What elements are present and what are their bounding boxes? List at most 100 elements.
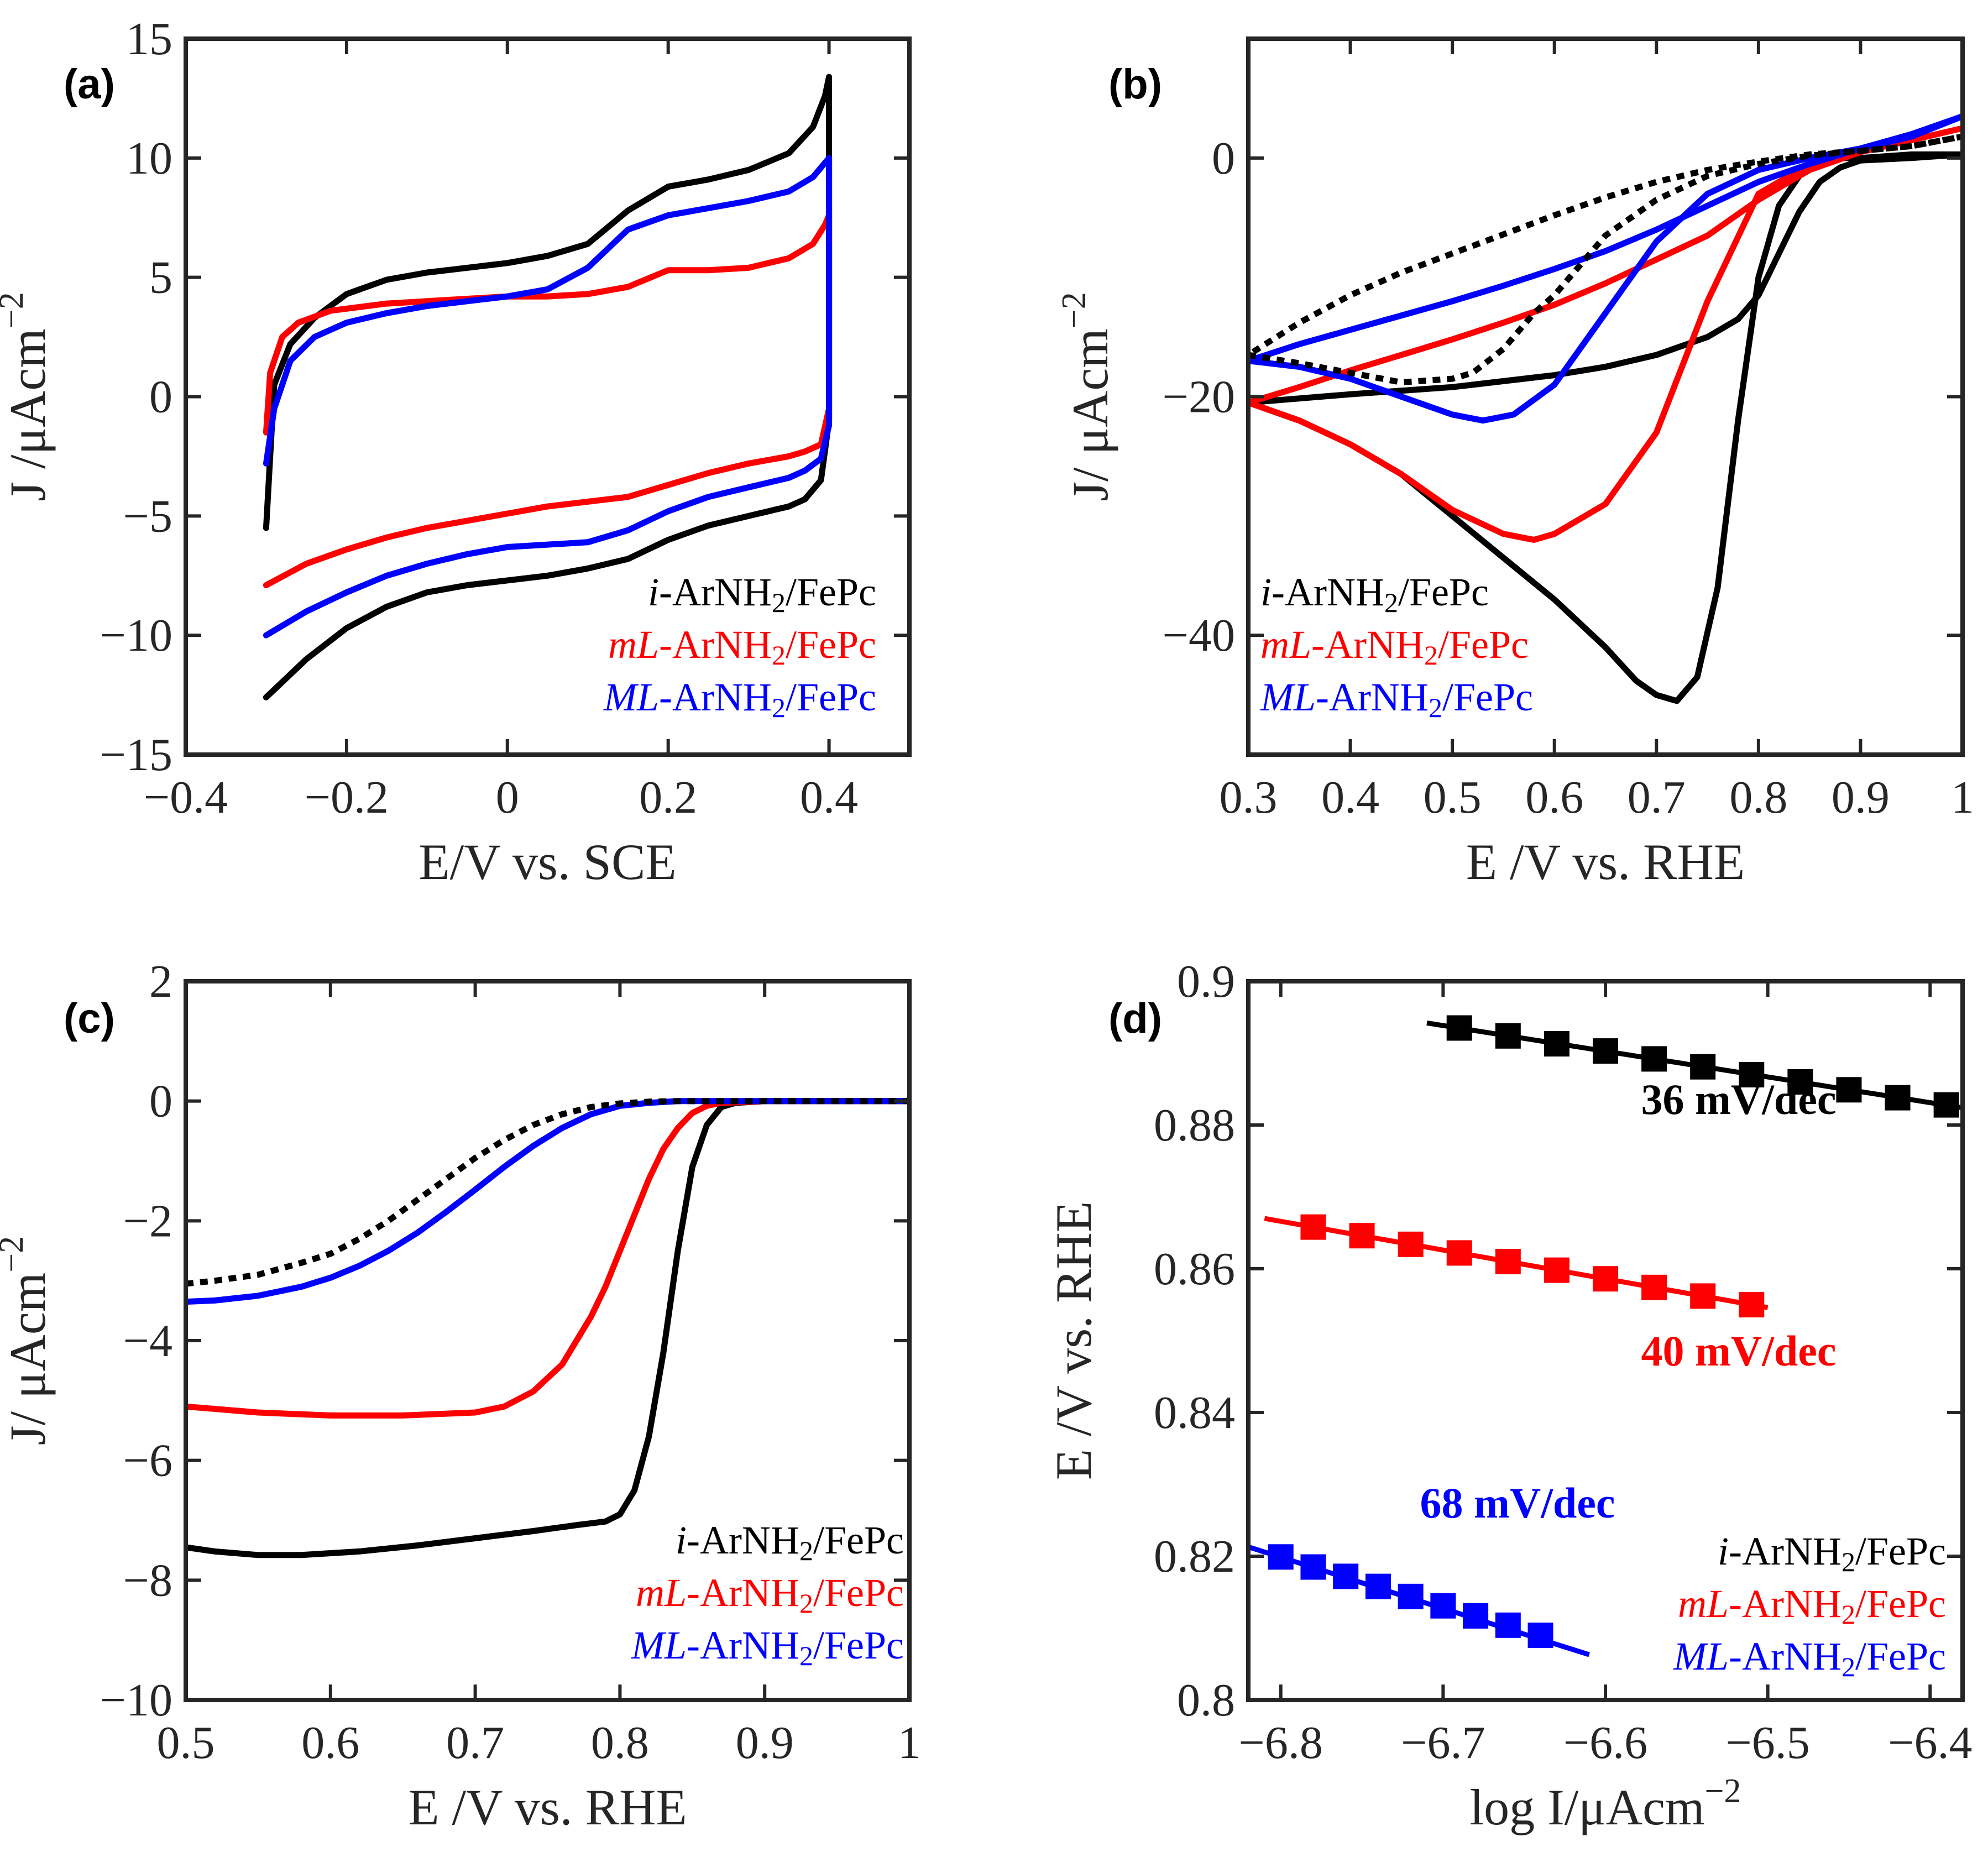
y-axis-label: J/ μAcm−2 [1055, 292, 1118, 501]
data-point-ml-arnh2-fepc [1739, 1292, 1765, 1317]
x-tick-label: 0.8 [591, 1717, 649, 1769]
x-tick-label: −6.7 [1401, 1717, 1485, 1769]
x-axis-label: E/V vs. SCE [418, 834, 676, 890]
y-tick-label: −10 [100, 610, 172, 661]
legend-entry: i-ArNH2/FePc [648, 570, 876, 618]
x-axis-label: E /V vs. RHE [1466, 834, 1745, 890]
tafel-slope-annotation: 36 mV/dec [1641, 1075, 1836, 1123]
data-point-i-arnh2-fepc [1593, 1038, 1618, 1064]
data-point-ml-arnh2-fepc [1300, 1214, 1326, 1240]
series-line-ml-arnh2-fepc [186, 1098, 909, 1419]
series-line-ml-arnh2-fepc [1248, 113, 1963, 424]
y-tick-label: 0.8 [1177, 1675, 1235, 1726]
data-point-ml-arnh2-fepc [1268, 1544, 1294, 1570]
y-axis-label: J /μAcm−2 [0, 292, 56, 501]
data-point-ml-arnh2-fepc [1690, 1283, 1716, 1309]
tafel-slope-annotation: 40 mV/dec [1641, 1327, 1836, 1375]
x-tick-label: 0.5 [157, 1717, 215, 1769]
y-tick-label: −15 [100, 729, 172, 781]
x-tick-label: 0.2 [639, 772, 697, 823]
y-tick-label: −10 [100, 1675, 172, 1726]
x-tick-label: 0.7 [1628, 772, 1686, 823]
y-tick-label: 0 [1212, 133, 1235, 184]
chart-panel-b: 0.3 0.4 0.5 0.6 0.7 0.8 0.9 1 −40 −20 0 E /V vs. RH… [1055, 36, 1974, 890]
x-tick-label: 0 [496, 772, 519, 823]
legend-entry: ML-ArNH2/FePc [1260, 675, 1533, 723]
legend-entry: i-ArNH2/FePc [676, 1518, 904, 1566]
y-tick-label: 0 [149, 1076, 172, 1127]
data-point-ml-arnh2-fepc [1430, 1593, 1456, 1619]
data-point-i-arnh2-fepc [1885, 1085, 1911, 1111]
y-tick-label: 5 [149, 252, 172, 304]
x-tick-label: 0.9 [736, 1717, 794, 1769]
y-axis-label: E /V vs. RHE [1045, 1201, 1102, 1480]
chart-panel-d: −6.8 −6.7 −6.6 −6.5 −6.4 0.8 0.82 0.84 0.86 0.88 0… [1045, 956, 1972, 1835]
data-point-i-arnh2-fepc [1641, 1046, 1667, 1072]
y-tick-label: −2 [123, 1195, 172, 1247]
x-tick-label: −6.6 [1563, 1717, 1647, 1769]
data-point-i-arnh2-fepc [1690, 1054, 1716, 1080]
x-tick-label: 0.8 [1729, 772, 1787, 823]
y-tick-label: 0 [149, 372, 172, 423]
data-point-i-arnh2-fepc [1787, 1069, 1813, 1095]
x-tick-label: −6.8 [1239, 1717, 1323, 1769]
data-point-ml-arnh2-fepc [1446, 1240, 1472, 1266]
x-axis-label: log I/μAcm−2 [1470, 1772, 1741, 1835]
plot-area [186, 1098, 909, 1558]
x-tick-label: −6.5 [1725, 1717, 1809, 1769]
series-line-i-arnh2-fepc [186, 1098, 909, 1558]
data-point-ml-arnh2-fepc [1333, 1563, 1359, 1589]
y-tick-label: 2 [149, 956, 172, 1007]
legend-entry: mL-ArNH2/FePc [636, 1571, 904, 1619]
x-tick-label: −6.4 [1888, 1717, 1972, 1769]
series-line-blank [186, 1098, 909, 1287]
panel-label: (c) [64, 995, 115, 1042]
panel-label: (b) [1108, 61, 1162, 108]
y-tick-label: 0.88 [1154, 1100, 1235, 1151]
data-point-i-arnh2-fepc [1836, 1077, 1862, 1103]
data-point-ml-arnh2-fepc [1463, 1603, 1489, 1629]
y-tick-label: 15 [126, 13, 172, 65]
legend-entry: ML-ArNH2/FePc [1673, 1634, 1946, 1682]
data-point-i-arnh2-fepc [1446, 1015, 1472, 1041]
plot-area [1248, 113, 1963, 704]
data-point-ml-arnh2-fepc [1593, 1266, 1618, 1292]
x-tick-label: 1 [898, 1717, 921, 1769]
x-tick-label: 0.4 [1321, 772, 1379, 823]
y-tick-label: 0.9 [1177, 956, 1235, 1007]
x-tick-label: −0.2 [305, 772, 389, 823]
legend-entry: mL-ArNH2/FePc [608, 622, 876, 671]
data-point-ml-arnh2-fepc [1641, 1274, 1667, 1300]
plot-area [1248, 1015, 1963, 1657]
x-tick-label: 0.6 [1525, 772, 1583, 823]
data-point-i-arnh2-fepc [1739, 1062, 1765, 1087]
series-line-ml-arnh2-fepc [186, 1098, 909, 1305]
data-point-ml-arnh2-fepc [1398, 1231, 1424, 1257]
series-line-i-arnh2-fepc [263, 74, 833, 700]
tafel-slope-annotation: 68 mV/dec [1420, 1479, 1615, 1527]
panel-label: (a) [64, 61, 115, 108]
chart-panel-a: −0.4 −0.2 0 0.2 0.4 −15 −10 −5 0 5 10 15 E/V vs. SCE… [0, 13, 912, 890]
x-tick-label: 0.3 [1220, 772, 1278, 823]
panel-label: (d) [1108, 995, 1162, 1042]
y-tick-label: −5 [123, 490, 172, 542]
y-tick-label: 0.82 [1154, 1531, 1235, 1582]
y-axis-label: J/ μAcm−2 [0, 1236, 56, 1446]
legend-entry: mL-ArNH2/FePc [1678, 1582, 1946, 1630]
x-axis-label: E /V vs. RHE [408, 1779, 687, 1835]
x-tick-label: 0.4 [800, 772, 858, 823]
data-point-ml-arnh2-fepc [1300, 1554, 1326, 1580]
x-tick-label: 0.6 [301, 1717, 359, 1769]
series-line-blank [1248, 133, 1963, 386]
y-tick-label: −40 [1163, 610, 1235, 661]
data-point-ml-arnh2-fepc [1495, 1612, 1521, 1638]
data-point-ml-arnh2-fepc [1349, 1223, 1375, 1249]
y-tick-label: 10 [126, 133, 172, 184]
y-tick-label: 0.84 [1154, 1387, 1235, 1438]
legend-entry: ML-ArNH2/FePc [603, 675, 876, 723]
legend-entry: i-ArNH2/FePc [1260, 570, 1489, 618]
plot-area [263, 74, 833, 700]
